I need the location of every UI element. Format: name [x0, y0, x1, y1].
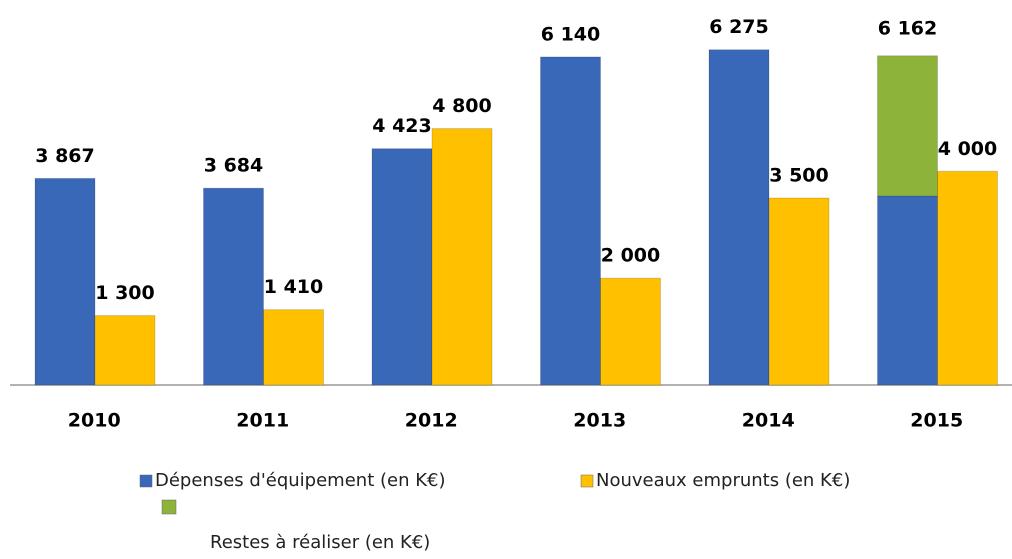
bar — [263, 309, 324, 386]
x-tick-label: 2013 — [573, 410, 626, 432]
bar — [34, 177, 96, 386]
bar — [540, 56, 601, 386]
legend-swatch — [139, 474, 153, 488]
data-label: 4 000 — [938, 138, 998, 160]
x-tick-label: 2012 — [405, 410, 458, 432]
bar — [431, 128, 493, 386]
bar — [877, 55, 938, 197]
bar — [203, 187, 264, 386]
data-label: 2 000 — [601, 245, 661, 267]
data-label: 1 410 — [264, 276, 324, 298]
legend-swatch — [161, 499, 177, 515]
data-label: 1 300 — [95, 282, 155, 304]
bar — [768, 197, 830, 386]
data-label: 4 800 — [432, 95, 492, 117]
x-tick-label: 2014 — [742, 410, 795, 432]
x-tick-label: 2010 — [68, 410, 121, 432]
data-label: 6 275 — [709, 16, 769, 38]
x-tick-label: 2015 — [910, 410, 963, 432]
x-tick-label: 2011 — [236, 410, 289, 432]
legend-label: Nouveaux emprunts (en K€) — [596, 470, 850, 491]
data-label: 3 500 — [769, 165, 829, 187]
legend-label: Dépenses d'équipement (en K€) — [155, 470, 445, 491]
data-label: 4 423 — [372, 115, 432, 137]
bar — [877, 195, 938, 386]
bar — [937, 170, 998, 386]
total-label: 6 162 — [878, 17, 938, 39]
data-label: 6 140 — [541, 23, 601, 45]
bar — [371, 148, 433, 386]
data-label: 3 867 — [35, 145, 95, 167]
legend-label: Restes à réaliser (en K€) — [210, 532, 430, 553]
legend-swatch — [580, 474, 594, 488]
data-label: 3 684 — [204, 155, 264, 177]
bar — [708, 49, 770, 386]
bar — [600, 277, 661, 386]
bar — [94, 315, 156, 386]
